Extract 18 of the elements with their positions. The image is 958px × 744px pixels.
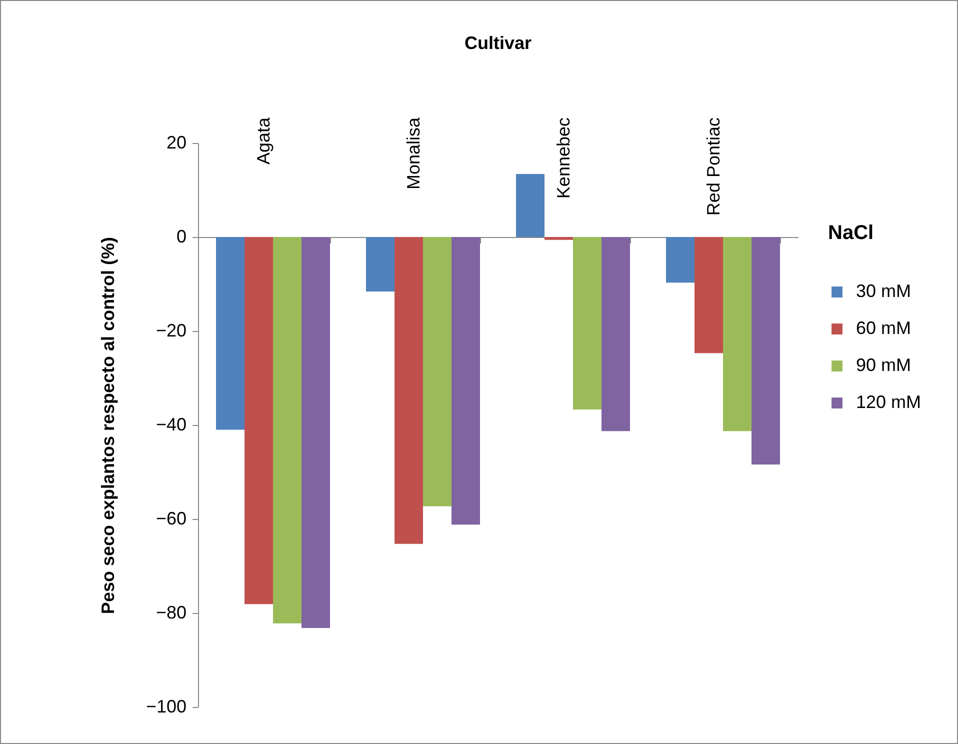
legend-label: 90 mM bbox=[856, 355, 912, 375]
x-tick-label: Monalisa bbox=[404, 116, 424, 190]
legend-label: 60 mM bbox=[856, 318, 912, 338]
y-tick-label: −100 bbox=[146, 696, 186, 716]
y-tick-label: 20 bbox=[166, 132, 186, 152]
y-tick-label: −20 bbox=[156, 320, 186, 340]
y-tick-label: 0 bbox=[176, 226, 186, 246]
chart-title: Cultivar bbox=[464, 33, 532, 53]
x-tick-label: Red Pontiac bbox=[704, 118, 724, 216]
legend-label: 120 mM bbox=[856, 392, 922, 412]
x-tick-label: Kennebec bbox=[554, 118, 574, 199]
y-tick-label: −40 bbox=[156, 414, 186, 434]
y-axis-title: Peso seco explantos respecto al control (%) bbox=[98, 236, 118, 614]
legend-label: 30 mM bbox=[856, 281, 912, 301]
x-tick-label: Agata bbox=[254, 116, 274, 165]
legend-title: NaCl bbox=[828, 222, 874, 244]
y-tick-label: −80 bbox=[156, 602, 186, 622]
y-tick-label: −60 bbox=[156, 508, 186, 528]
